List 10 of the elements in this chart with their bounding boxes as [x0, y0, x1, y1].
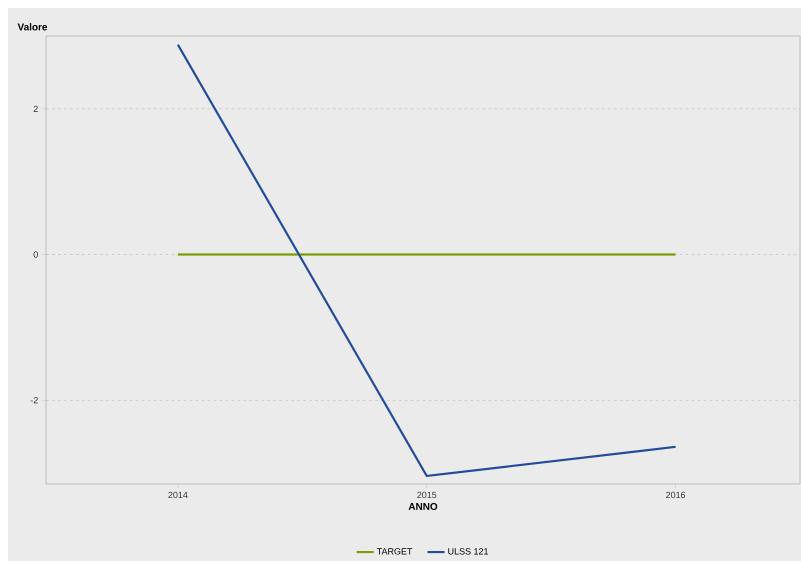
y-axis-title: Valore	[18, 23, 48, 30]
legend-label: TARGET	[376, 548, 412, 555]
y-tick-label: 0	[34, 251, 38, 258]
x-tick-label: 2016	[666, 492, 686, 498]
y-tick-label: -2	[30, 397, 38, 404]
y-tick-label: 2	[34, 106, 38, 112]
legend-label: ULSS 121	[448, 548, 488, 555]
x-tick-label: 2014	[168, 492, 188, 498]
x-axis-title: ANNO	[408, 502, 438, 510]
x-tick-label: 2015	[417, 492, 436, 498]
